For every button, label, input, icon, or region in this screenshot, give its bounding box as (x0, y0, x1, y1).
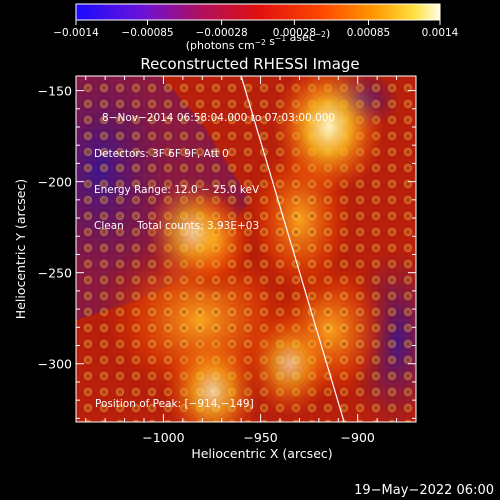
solar-limb-line (240, 76, 345, 422)
x-tick-label: −950 (243, 430, 277, 445)
colorbar-label: (photons cm−2 s−1 asec−2) (186, 27, 331, 52)
colorbar-tick-label: 0.00028 (273, 27, 316, 39)
footer-timestamp: 19−May−2022 06:00 (354, 483, 494, 498)
time-range: 8−Nov−2014 06:58:04.000 to 07:03:00.000 (102, 112, 336, 124)
y-tick-label: −300 (38, 357, 72, 372)
colorbar-ticks: −0.0014 −0.00085 −0.00028 0.00028 0.00085 0.0… (53, 20, 459, 39)
energy-range: Energy Range: 12.0 − 25.0 keV (94, 184, 260, 196)
chart-title: Reconstructed RHESSI Image (140, 55, 359, 73)
x-tick-label: −1000 (142, 430, 184, 445)
y-tick-label: −150 (38, 84, 72, 99)
observation-info: 8−Nov−2014 06:58:04.000 to 07:03:00.000 … (94, 88, 335, 244)
peak-position-label: Position of Peak: [−914,−149] (95, 398, 254, 410)
x-tick-label: −900 (341, 430, 375, 445)
colorbar-tick-label: 0.0014 (422, 27, 459, 39)
detectors-info: Detectors: 3F 6F 9F, Att 0 (94, 148, 229, 160)
colorbar-tick-label: −0.0014 (53, 27, 99, 39)
y-axis-label: Heliocentric Y (arcsec) (13, 179, 28, 319)
axis-ticks: −1000 −950 −900 −150 −200 −250 −300 (38, 76, 417, 445)
colorbar-tick-label: 0.00085 (347, 27, 390, 39)
bright-region (146, 177, 239, 288)
colorbar-tick-label: −0.00028 (195, 27, 247, 39)
bright-region (245, 310, 334, 417)
heatmap-image (76, 76, 416, 422)
plot-frame (75, 75, 417, 423)
bright-region (164, 333, 260, 422)
colorbar-tick-label: −0.00085 (121, 27, 173, 39)
x-axis-label: Heliocentric X (arcsec) (191, 446, 332, 461)
bright-region (272, 76, 385, 195)
clean-total-counts: Clean Total counts: 3.93E+03 (94, 220, 260, 232)
y-tick-label: −250 (38, 266, 72, 281)
y-tick-label: −200 (38, 175, 72, 190)
colorbar (75, 3, 441, 21)
bright-regions (146, 76, 385, 422)
